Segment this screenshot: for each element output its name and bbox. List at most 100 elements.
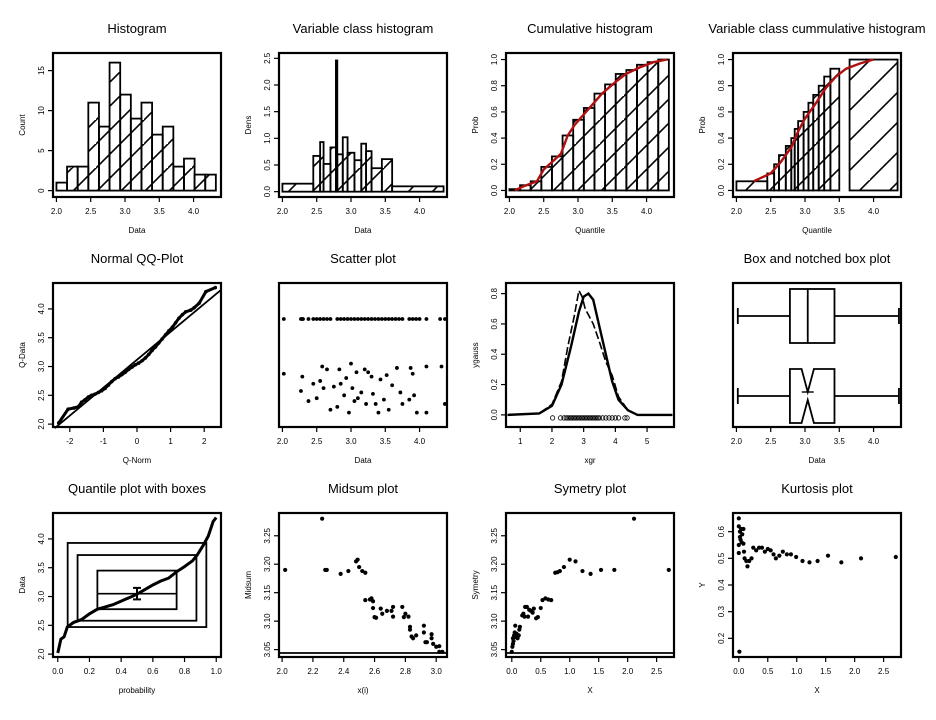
- strip-point: [410, 317, 415, 321]
- data-point: [363, 597, 368, 603]
- x-tick-label: 2.2: [307, 667, 319, 676]
- data-point: [110, 379, 114, 384]
- rug-point: [593, 415, 599, 421]
- jitter-point: [281, 371, 286, 376]
- bar: [119, 93, 132, 192]
- y-tick-label: 0.6: [717, 526, 726, 538]
- x-tick-label: 2.6: [369, 667, 381, 676]
- cdf-curve: [753, 58, 874, 183]
- data-point: [631, 516, 637, 521]
- data-point: [839, 560, 844, 565]
- data-point: [740, 532, 745, 537]
- x-tick-label: 2: [550, 437, 555, 446]
- jitter-point: [414, 410, 419, 415]
- data-point: [213, 285, 218, 290]
- y-axis-label: Data: [18, 576, 27, 593]
- plot-frame: [277, 51, 449, 199]
- data-point: [424, 640, 430, 645]
- x-tick-label: 1.0: [211, 667, 223, 676]
- plot-frame: [51, 511, 223, 659]
- data-point: [123, 370, 128, 375]
- data-point: [538, 605, 543, 611]
- rug-point: [622, 415, 628, 421]
- x-axis-label: Data: [355, 456, 372, 465]
- data-point: [89, 393, 94, 398]
- plot-frame: [504, 281, 676, 429]
- data-point: [745, 564, 750, 569]
- x-tick-label: 2.0: [277, 667, 289, 676]
- x-tick-label: 4.0: [868, 207, 880, 216]
- x-tick-label: 5: [645, 437, 650, 446]
- x-tick-label: 0.2: [84, 667, 96, 676]
- x-axis-label: Q-Norm: [123, 456, 152, 465]
- data-point: [146, 352, 151, 357]
- data-point: [113, 376, 117, 381]
- y-tick-label: 3.25: [263, 527, 272, 543]
- x-tick-label: 4.0: [414, 207, 426, 216]
- bar: [108, 61, 122, 192]
- strip-point: [407, 317, 412, 321]
- jitter-point: [314, 396, 319, 401]
- data-point: [736, 550, 741, 556]
- data-point: [76, 405, 80, 409]
- y-axis-label: Midsum: [244, 571, 253, 599]
- strip-point: [376, 317, 381, 321]
- strip-point: [386, 317, 391, 321]
- data-point: [666, 567, 671, 573]
- data-point: [173, 320, 178, 325]
- x-axis-label: X: [814, 686, 820, 695]
- y-tick-label: 0.5: [263, 159, 272, 171]
- bar: [370, 167, 383, 193]
- x-tick-label: 0.5: [762, 667, 774, 676]
- x-tick-label: 4.0: [188, 207, 200, 216]
- data-point: [99, 388, 104, 393]
- y-tick-label: 2.0: [37, 418, 46, 430]
- data-point: [96, 390, 101, 395]
- x-tick-label: 4.0: [868, 437, 880, 446]
- notched-box-body: [789, 368, 836, 424]
- data-point: [197, 301, 201, 305]
- x-tick-label: 2.0: [731, 437, 743, 446]
- x-axis-label: Quantile: [575, 226, 605, 235]
- data-point: [72, 406, 76, 410]
- x-tick-label: 0.4: [116, 667, 128, 676]
- strip-point: [281, 317, 286, 321]
- plot-frame: [504, 51, 676, 199]
- jitter-point: [350, 386, 355, 391]
- x-axis-label: Data: [129, 226, 146, 235]
- x-tick-label: 3.5: [607, 207, 619, 216]
- strip-point: [306, 317, 311, 321]
- x-tick-label: -2: [66, 437, 74, 446]
- data-point: [150, 348, 154, 353]
- x-tick-label: 1: [518, 437, 523, 446]
- jitter-point: [352, 399, 357, 403]
- x-tick-label: 3.5: [380, 207, 392, 216]
- jitter-point: [328, 407, 333, 412]
- y-tick-label: 3.25: [490, 527, 499, 543]
- data-point: [360, 568, 365, 574]
- y-axis-label: ygauss: [471, 342, 480, 367]
- data-point: [400, 604, 405, 610]
- y-tick-label: 0: [37, 188, 46, 193]
- y-tick-label: 4.0: [37, 303, 46, 315]
- data-point: [749, 556, 754, 561]
- jitter-point: [395, 366, 399, 370]
- data-point: [530, 610, 535, 615]
- data-point: [522, 614, 527, 619]
- data-point: [768, 548, 773, 553]
- x-tick-label: 0.5: [535, 667, 547, 676]
- cdf-curve: [514, 58, 668, 192]
- jitter-point: [306, 399, 311, 403]
- data-point: [825, 553, 831, 558]
- chart-title: Variable class cummulative histogram: [708, 21, 925, 36]
- data-point: [858, 556, 864, 561]
- bar: [823, 75, 832, 192]
- rug-point: [549, 415, 556, 421]
- data-point: [437, 649, 442, 654]
- bar: [193, 173, 207, 192]
- bar: [151, 133, 164, 192]
- strip-point: [338, 317, 343, 321]
- data-point: [384, 608, 389, 613]
- data-point: [509, 649, 514, 654]
- strip-point: [349, 317, 353, 321]
